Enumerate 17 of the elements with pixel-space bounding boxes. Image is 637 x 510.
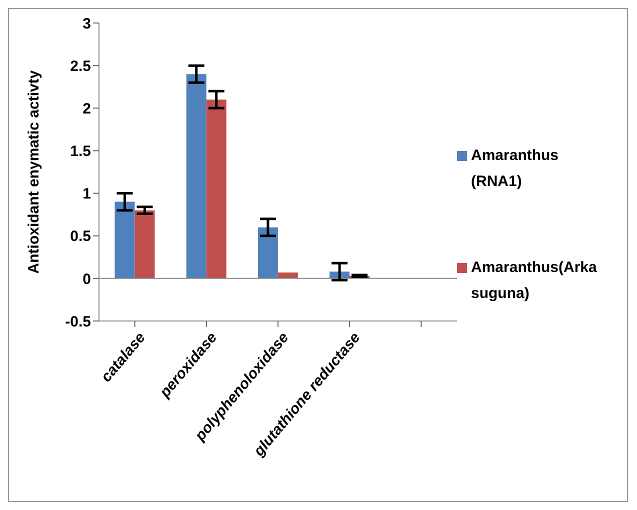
y-tick-label: 3 <box>82 15 91 32</box>
bar <box>278 272 298 278</box>
bar <box>186 74 206 278</box>
y-tick-label: 2.5 <box>70 58 91 75</box>
legend-label: Amaranthus (RNA1) <box>471 146 560 192</box>
bar <box>206 100 226 278</box>
y-tick-label: 1 <box>82 186 91 203</box>
y-tick-label: 1.5 <box>70 143 91 160</box>
y-tick-label: 0.5 <box>70 228 91 246</box>
y-tick-label: 2 <box>82 100 91 118</box>
y-tick-label: -0.5 <box>65 313 91 330</box>
y-axis-title: Antioxidant enymatic activty <box>25 70 42 274</box>
y-tick-label: 0 <box>82 270 91 288</box>
bar <box>134 210 155 278</box>
bar <box>258 227 278 278</box>
legend-label: Amaranthus(Arka suguna) <box>471 258 598 304</box>
bar <box>114 202 135 278</box>
